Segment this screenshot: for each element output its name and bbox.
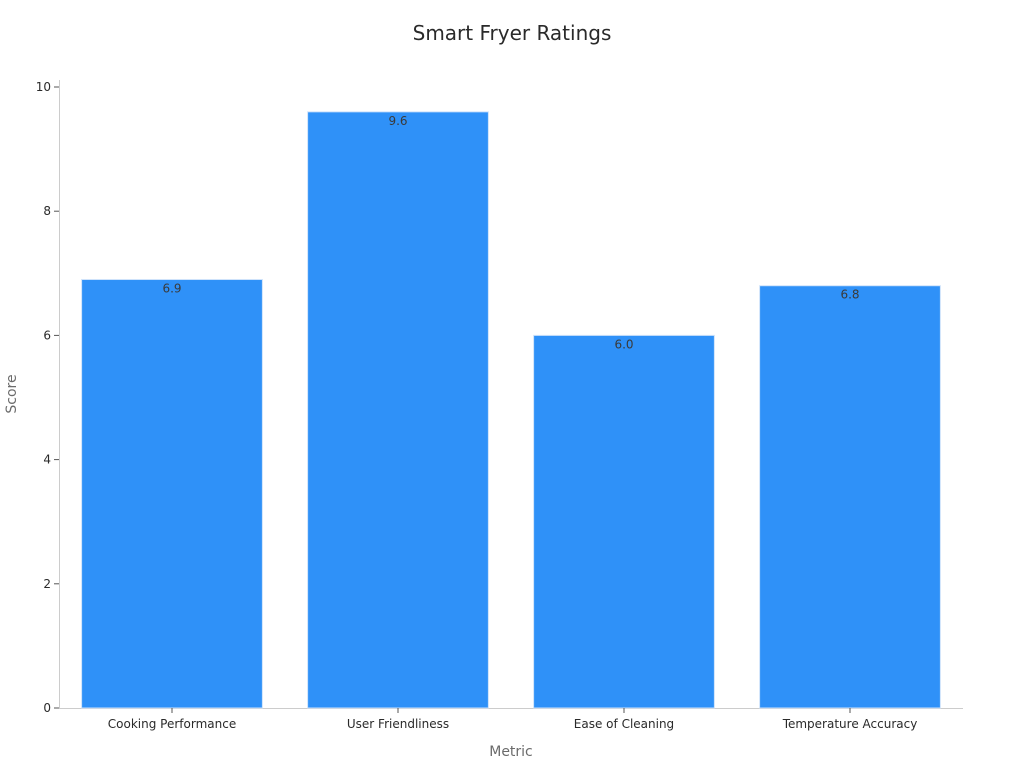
- x-tick-label: Ease of Cleaning: [574, 717, 674, 731]
- x-tick-label: Temperature Accuracy: [782, 717, 918, 731]
- y-tick-label: 8: [43, 204, 51, 218]
- bar-value-label: 6.0: [614, 337, 633, 351]
- y-ticks-group: 0 2 4 6 8 10: [36, 80, 59, 715]
- bar-value-label: 6.8: [840, 288, 859, 302]
- x-tick-label: Cooking Performance: [108, 717, 236, 731]
- bar: [759, 285, 941, 709]
- bar: [533, 334, 715, 709]
- y-axis-title: Score: [4, 374, 20, 413]
- y-tick-label: 4: [43, 453, 51, 467]
- x-tick-label: User Friendliness: [347, 717, 449, 731]
- chart-title: Smart Fryer Ratings: [413, 21, 612, 45]
- y-tick-label: 0: [43, 701, 51, 715]
- bar: [307, 111, 489, 709]
- x-axis-title: Metric: [489, 744, 533, 760]
- bar-value-label: 6.9: [162, 282, 181, 296]
- y-tick-label: 6: [43, 328, 51, 342]
- data-labels-group: 6.9 9.6 6.0 6.8: [162, 114, 859, 352]
- y-tick-label: 10: [36, 80, 51, 94]
- bars-group: [81, 111, 941, 709]
- bar: [81, 279, 263, 709]
- y-tick-label: 2: [43, 577, 51, 591]
- bar-value-label: 9.6: [388, 114, 407, 128]
- x-ticks-group: Cooking Performance User Friendliness Ease…: [108, 708, 918, 731]
